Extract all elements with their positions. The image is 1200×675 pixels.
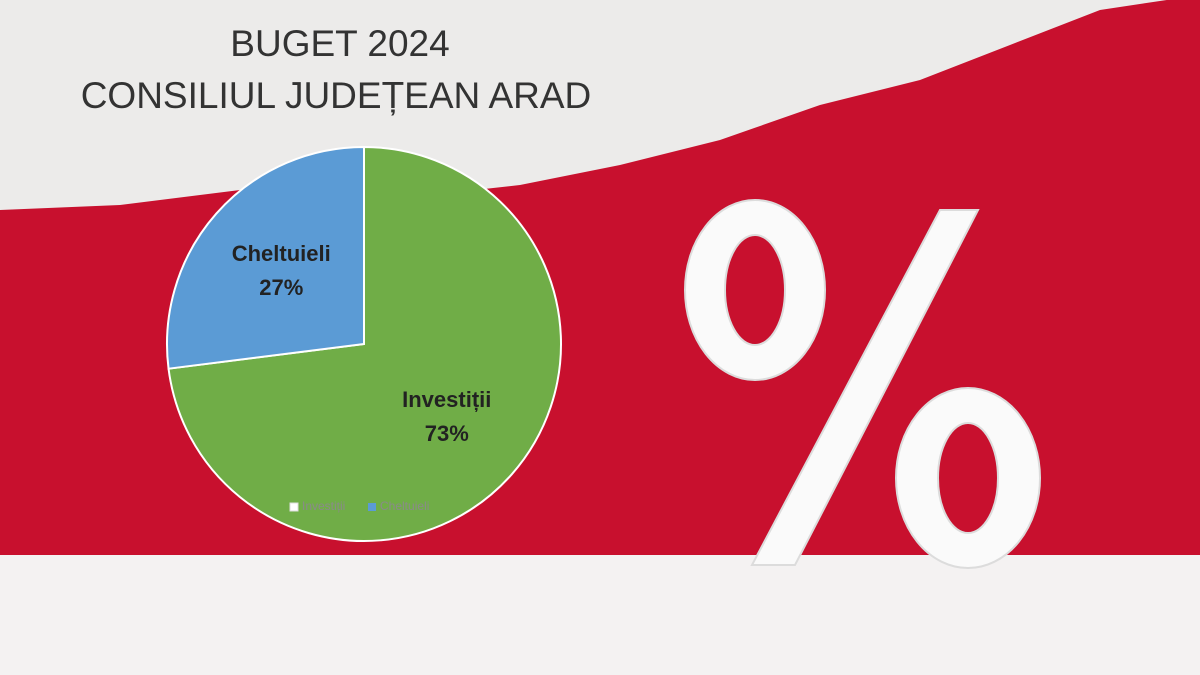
slice-category-label: Cheltuieli: [232, 241, 331, 266]
legend-swatch: [289, 502, 299, 512]
slice-value-label: 27%: [259, 275, 303, 300]
chart-subtitle: CONSILIUL JUDEȚEAN ARAD: [81, 75, 592, 116]
chart-title: BUGET 2024: [230, 23, 449, 64]
slice-category-label: Investiții: [402, 387, 491, 412]
percent-sign: [684, 199, 1041, 569]
legend-swatch: [368, 503, 376, 511]
slice-value-label: 73%: [425, 421, 469, 446]
legend-label: Investiții: [302, 499, 345, 513]
legend-label: Cheltuieli: [380, 499, 429, 513]
floor: [0, 555, 1200, 675]
pie-slice: [166, 145, 365, 370]
